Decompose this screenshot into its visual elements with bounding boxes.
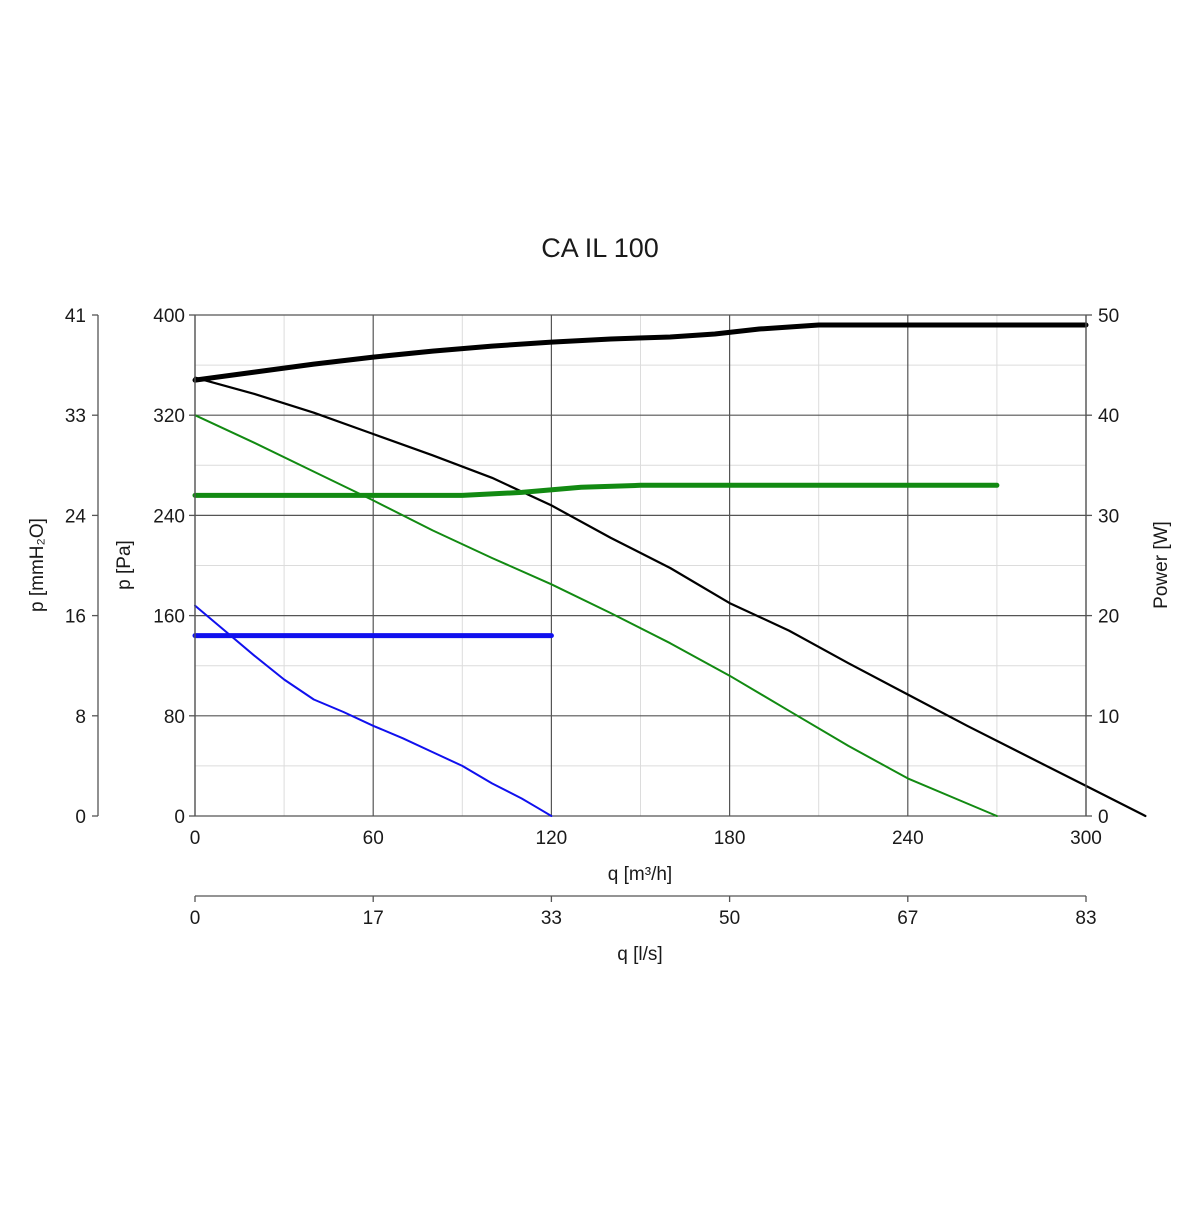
blue-pressure-curve: [194, 604, 553, 817]
y-tick-label: 320: [153, 406, 185, 427]
x-tick-label: 0: [190, 828, 201, 849]
x-tick-label: 300: [1070, 828, 1102, 849]
y-outer-tick-label: 0: [75, 807, 86, 828]
x-axis-label: q [m³/h]: [608, 864, 672, 885]
x2-axis-label: q [l/s]: [617, 944, 662, 965]
y-tick-label: 80: [164, 707, 185, 728]
y-outer-tick-label: 33: [65, 406, 86, 427]
x-tick-label: 240: [892, 828, 924, 849]
chart-title: CA IL 100: [541, 233, 659, 263]
y-outer-tick-label: 8: [75, 707, 86, 728]
y2-tick-label: 10: [1098, 707, 1119, 728]
y2-tick-label: 30: [1098, 506, 1119, 527]
y2-tick-label: 50: [1098, 306, 1119, 327]
green-power-curve: [192, 482, 1000, 498]
y2-tick-label: 40: [1098, 406, 1119, 427]
black-power-curve: [192, 322, 1089, 383]
grid: [194, 314, 1087, 817]
y-outer-tick-label: 24: [65, 506, 87, 527]
x-tick-label: 120: [536, 828, 568, 849]
axes-frame: [97, 315, 1087, 897]
curves: [192, 322, 1147, 818]
y-tick-label: 0: [174, 807, 185, 828]
y-tick-label: 240: [153, 506, 185, 527]
y-outer-tick-label: 16: [65, 607, 86, 628]
y-outer-tick-label: 41: [65, 306, 86, 327]
y2-tick-label: 0: [1098, 807, 1109, 828]
x2-tick-label: 83: [1075, 908, 1096, 929]
x2-tick-label: 67: [897, 908, 918, 929]
green-pressure-curve: [194, 414, 998, 817]
y-axis-label: p [Pa]: [114, 540, 135, 590]
x2-tick-label: 50: [719, 908, 740, 929]
x-tick-label: 180: [714, 828, 746, 849]
y2-axis-label: Power [W]: [1151, 521, 1172, 609]
y2-tick-label: 20: [1098, 607, 1119, 628]
y-tick-label: 400: [153, 306, 185, 327]
y-tick-label: 160: [153, 607, 185, 628]
x-tick-label: 60: [363, 828, 384, 849]
x2-tick-label: 17: [363, 908, 384, 929]
black-pressure-curve: [193, 376, 1147, 818]
x2-tick-label: 0: [190, 908, 201, 929]
y-outer-axis-label: p [mmH₂O]: [27, 518, 48, 612]
x2-tick-label: 33: [541, 908, 562, 929]
